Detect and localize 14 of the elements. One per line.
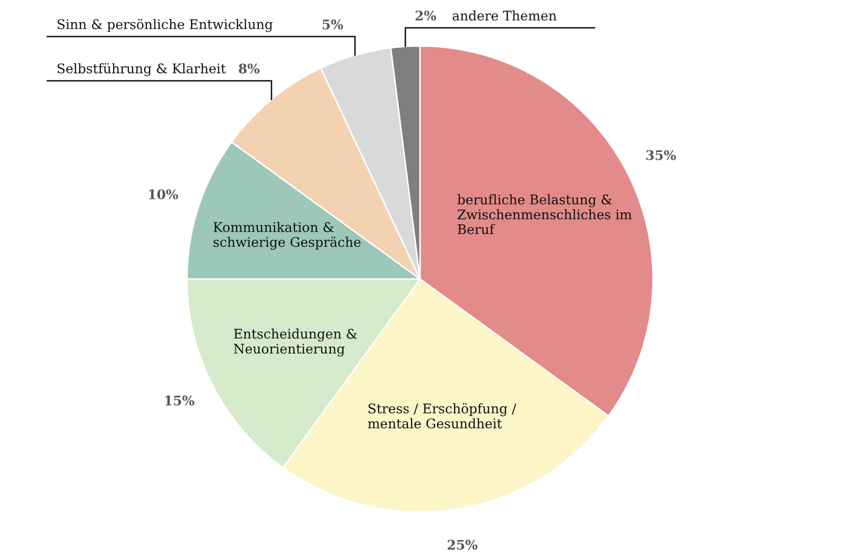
slice-label: andere Themen bbox=[452, 10, 556, 21]
slice-label: Sinn & persönliche Entwicklung bbox=[58, 18, 273, 32]
data-label: 5% bbox=[322, 19, 344, 30]
data-label: 15% bbox=[165, 396, 194, 406]
slice-label: Entscheidungen & Neuorientierung bbox=[234, 328, 357, 356]
slice-label: Kommunikation & schwierige Gespräche bbox=[214, 222, 361, 250]
slice-label: Selbstführung & Klarheit bbox=[58, 63, 226, 76]
data-label: 2% bbox=[416, 10, 436, 21]
slice-label: Stress / Erschöpfung / mentale Gesundheit bbox=[368, 403, 516, 428]
data-label: 8% bbox=[238, 64, 260, 74]
data-label: 35% bbox=[646, 150, 676, 160]
data-label: 10% bbox=[149, 189, 178, 200]
data-label: 25% bbox=[448, 540, 478, 550]
slice-label: berufliche Belastung & Zwischenmenschliches im Beruf bbox=[457, 194, 632, 234]
